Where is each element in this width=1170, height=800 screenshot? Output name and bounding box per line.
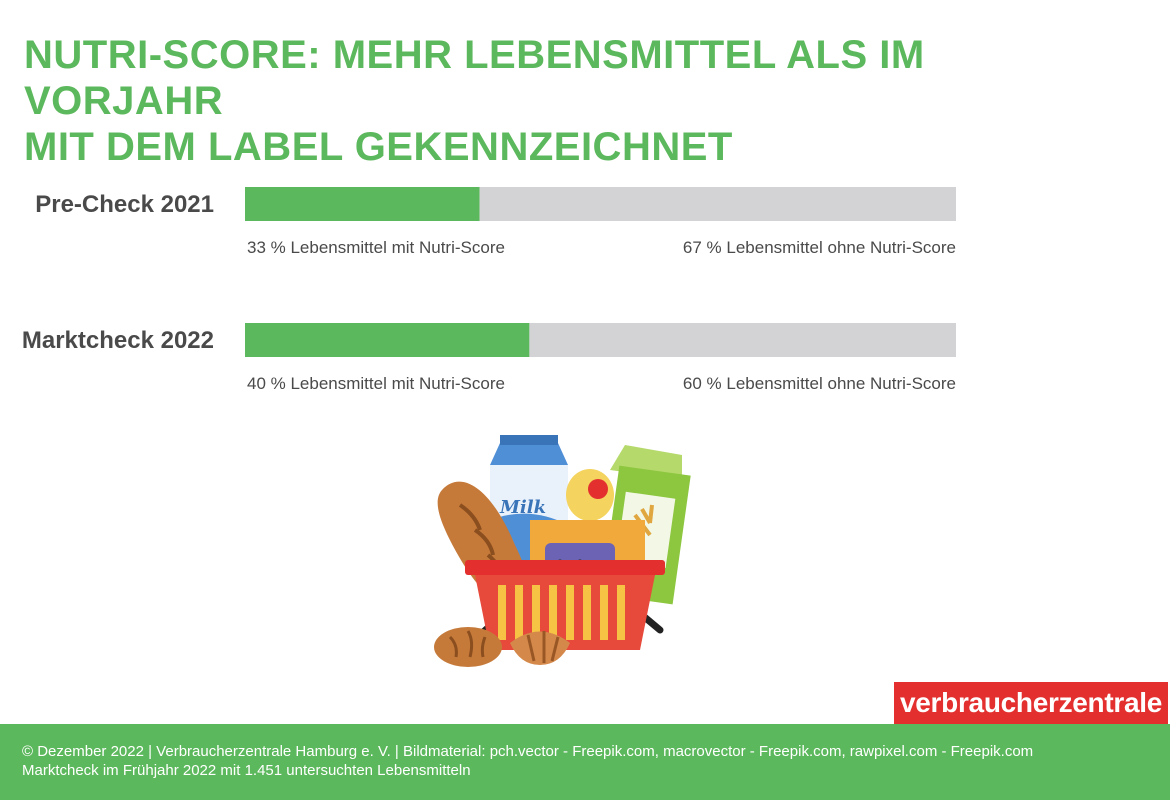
footer: © Dezember 2022 | Verbraucherzentrale Ha… xyxy=(0,724,1170,800)
page-title: NUTRI-SCORE: MEHR LEBENSMITTEL ALS IM VO… xyxy=(24,32,1024,170)
category-label: Pre-Check 2021 xyxy=(35,191,214,218)
bar-segment-with-nutri-score xyxy=(245,323,530,357)
data-label: 33 % Lebensmittel mit Nutri-Score xyxy=(247,238,505,257)
data-label: 40 % Lebensmittel mit Nutri-Score xyxy=(247,374,505,393)
category-label: Marktcheck 2022 xyxy=(22,327,214,354)
stacked-bar-chart: Pre-Check 2021 33 % Lebensmittel mit Nutr… xyxy=(22,187,956,393)
data-label: 67 % Lebensmittel ohne Nutri-Score xyxy=(683,238,956,257)
milk-label: Milk xyxy=(499,497,546,518)
grocery-basket-illustration: Milk xyxy=(434,435,691,667)
brand-logo: verbraucherzentrale xyxy=(894,682,1168,724)
bread-roll-icon xyxy=(434,627,502,667)
croissant-icon xyxy=(510,631,570,665)
data-label: 60 % Lebensmittel ohne Nutri-Score xyxy=(683,374,956,393)
title-line-2: MIT DEM LABEL GEKENNZEICHNET xyxy=(24,125,733,169)
footer-note: Marktcheck im Frühjahr 2022 mit 1.451 un… xyxy=(22,762,471,779)
title-line-1: NUTRI-SCORE: MEHR LEBENSMITTEL ALS IM VO… xyxy=(24,33,925,123)
footer-credits: © Dezember 2022 | Verbraucherzentrale Ha… xyxy=(22,743,1034,760)
bar-segment-without-nutri-score xyxy=(479,187,956,221)
bar-segment-with-nutri-score xyxy=(245,187,480,221)
basket-icon xyxy=(465,560,665,650)
bar-segment-without-nutri-score xyxy=(529,323,956,357)
